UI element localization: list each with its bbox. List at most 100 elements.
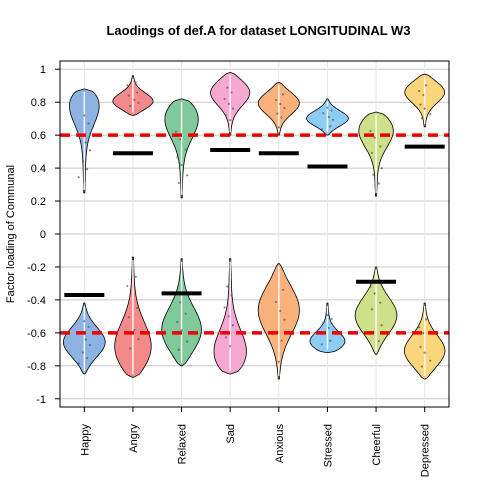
data-point — [231, 324, 235, 327]
data-point — [137, 101, 140, 104]
data-point — [126, 284, 129, 288]
data-point — [330, 317, 333, 321]
data-point — [377, 340, 380, 343]
data-point — [77, 362, 80, 365]
data-point — [224, 114, 228, 117]
y-tick-label: -0.2 — [27, 262, 46, 274]
data-point — [84, 338, 87, 341]
data-point — [277, 360, 280, 363]
data-point — [329, 339, 332, 342]
y-axis-label: Factor loading of Communal — [5, 165, 17, 303]
data-point — [83, 320, 86, 323]
data-point — [330, 109, 333, 112]
violin-layer — [62, 72, 446, 380]
data-point — [229, 345, 232, 348]
data-point — [280, 116, 283, 119]
data-point — [322, 321, 325, 324]
data-point — [423, 107, 426, 110]
data-point — [230, 294, 233, 297]
y-tick-label: 0 — [40, 229, 46, 241]
data-point — [83, 114, 86, 117]
data-point — [283, 106, 286, 110]
x-tick-label: Cheerful — [371, 424, 383, 466]
data-point — [177, 348, 180, 351]
data-point — [322, 112, 325, 115]
y-tick-label: 0.6 — [31, 130, 46, 142]
data-point — [133, 98, 136, 101]
data-point — [179, 138, 182, 141]
data-point — [136, 306, 139, 310]
data-point — [377, 182, 380, 185]
data-point — [424, 318, 428, 321]
data-point — [179, 301, 182, 304]
data-point — [424, 84, 428, 87]
data-point — [326, 106, 329, 109]
data-point — [380, 167, 383, 170]
data-point — [180, 329, 183, 332]
data-point — [320, 128, 323, 131]
data-point — [417, 326, 421, 329]
data-point — [370, 151, 373, 155]
data-point — [226, 285, 229, 288]
data-point — [372, 173, 375, 176]
x-tick-label: Stressed — [322, 424, 334, 467]
data-point — [429, 359, 432, 362]
data-point — [129, 104, 132, 107]
data-point — [373, 292, 376, 295]
data-point — [373, 136, 376, 139]
data-point — [86, 356, 89, 360]
data-point — [280, 339, 283, 342]
data-point — [126, 84, 129, 87]
data-point — [224, 336, 228, 339]
data-point — [227, 102, 230, 105]
data-point — [184, 148, 187, 151]
data-point — [379, 145, 382, 148]
data-point — [87, 325, 90, 328]
data-point — [274, 300, 278, 304]
data-point — [331, 118, 335, 121]
data-point — [279, 309, 282, 312]
data-point — [137, 337, 140, 341]
data-point — [283, 318, 286, 321]
data-point — [223, 97, 226, 101]
data-point — [423, 351, 426, 354]
data-point — [420, 365, 423, 368]
data-point — [81, 351, 85, 354]
data-point — [369, 285, 372, 288]
data-point — [327, 326, 330, 330]
data-point — [274, 98, 278, 102]
data-point — [177, 181, 180, 185]
data-point — [380, 324, 383, 327]
data-point — [133, 328, 136, 331]
x-tick-label: Anxious — [274, 424, 286, 464]
data-point — [186, 340, 189, 343]
y-tick-label: -0.8 — [27, 361, 46, 373]
data-point — [136, 91, 139, 94]
data-point — [326, 314, 329, 317]
y-tick-label: 1 — [40, 64, 46, 76]
data-point — [226, 86, 229, 89]
data-point — [429, 113, 432, 116]
chart-title: Laodings of def.A for dataset LONGITUDIN… — [106, 23, 410, 38]
data-point — [370, 308, 373, 311]
data-point — [230, 91, 233, 94]
y-tick-label: -1 — [36, 394, 46, 406]
data-point — [422, 93, 425, 97]
data-point — [134, 275, 137, 278]
data-point — [88, 343, 92, 347]
data-point — [223, 306, 226, 309]
data-point — [77, 176, 80, 179]
x-axis: Happy Angry Relaxed Sad Anxious Stressed Cheer… — [79, 407, 432, 477]
data-point — [176, 320, 179, 324]
data-point — [87, 122, 90, 125]
data-point — [81, 160, 85, 163]
data-point — [329, 125, 332, 128]
data-point — [84, 141, 87, 144]
data-point — [86, 168, 89, 171]
data-point — [419, 345, 422, 349]
x-tick-label: Angry — [128, 424, 140, 453]
data-point — [134, 81, 137, 84]
y-axis: -1 -0.8 -0.6 -0.4 -0.2 0 0.2 0.4 0.6 0.8 1 — [27, 64, 60, 406]
data-point — [127, 316, 130, 319]
data-point — [369, 130, 372, 133]
